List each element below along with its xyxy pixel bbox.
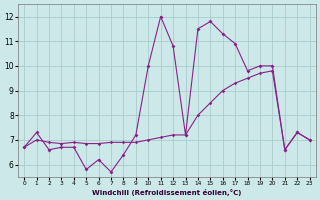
X-axis label: Windchill (Refroidissement éolien,°C): Windchill (Refroidissement éolien,°C) <box>92 189 242 196</box>
